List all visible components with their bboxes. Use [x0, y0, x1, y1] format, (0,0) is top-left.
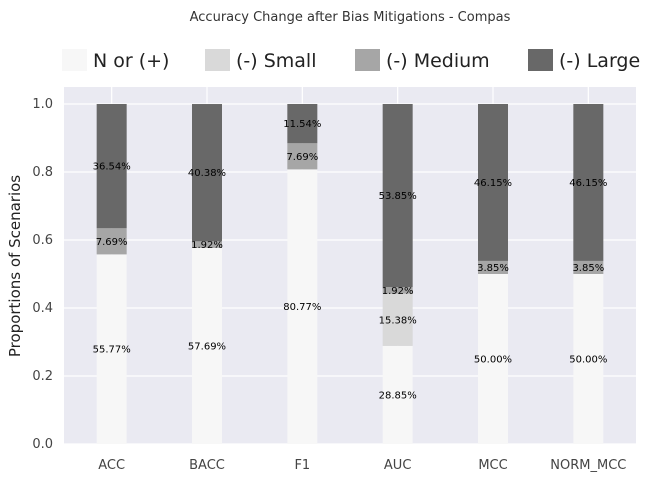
- bar-segment: [192, 104, 222, 242]
- bar-data-label: 1.92%: [191, 240, 223, 251]
- bar-segment: [192, 241, 222, 248]
- bar-segment: [573, 274, 604, 444]
- bar-segment: [96, 104, 127, 229]
- legend-swatch: [528, 49, 553, 71]
- bar-segment: [287, 169, 318, 444]
- bar-segment: [287, 104, 318, 144]
- bar-data-label: 55.77%: [93, 345, 131, 356]
- bar-segment: [382, 287, 413, 294]
- bar-data-label: 3.85%: [477, 263, 509, 274]
- y-tick-label: 0.2: [32, 369, 53, 384]
- legend-swatch: [205, 49, 230, 71]
- bar-data-label: 7.69%: [286, 152, 318, 163]
- bar-data-label: 50.00%: [474, 355, 512, 366]
- y-tick-label: 0.8: [32, 165, 53, 180]
- y-axis-ticks: 0.0 0.2 0.4 0.6 0.8 1.0: [32, 97, 53, 452]
- bar-data-label: 46.15%: [569, 178, 607, 189]
- legend-swatch: [62, 49, 87, 71]
- bar-segment: [478, 274, 508, 444]
- bar-data-label: 53.85%: [379, 191, 417, 202]
- bar-segment: [573, 260, 604, 274]
- bar-segment: [382, 104, 413, 288]
- x-tick-label: ACC: [98, 458, 125, 473]
- legend-label: (-) Small: [236, 50, 317, 72]
- legend-label: (-) Large: [559, 50, 640, 72]
- bar-data-label: 80.77%: [283, 302, 321, 313]
- legend: N or (+) (-) Small (-) Medium (-) Large: [62, 49, 640, 72]
- bar-segment: [573, 104, 604, 261]
- plot-area: [64, 87, 636, 444]
- bar-data-label: 11.54%: [283, 119, 321, 130]
- y-tick-label: 0.0: [32, 437, 53, 452]
- legend-label: (-) Medium: [386, 50, 490, 72]
- bars: 55.77% 7.69% 36.54% 57.69% 1.92% 40.38% 80.77%…: [93, 104, 607, 444]
- bar-segment: [192, 247, 222, 444]
- chart-title: Accuracy Change after Bias Mitigations -…: [190, 10, 511, 25]
- bar-segment: [382, 345, 413, 444]
- bar-data-label: 46.15%: [474, 178, 512, 189]
- bar-data-label: 50.00%: [569, 355, 607, 366]
- bar-segment: [478, 260, 508, 274]
- bar-data-label: 40.38%: [188, 168, 226, 179]
- bar-segment: [382, 293, 413, 346]
- bar-segment: [96, 228, 127, 255]
- legend-label: N or (+): [93, 50, 169, 72]
- x-tick-label: F1: [294, 458, 310, 473]
- bar-data-label: 1.92%: [382, 286, 414, 297]
- y-tick-label: 0.6: [32, 233, 53, 248]
- x-tick-label: NORM_MCC: [550, 458, 626, 473]
- bar-data-label: 57.69%: [188, 341, 226, 352]
- y-tick-label: 0.4: [32, 301, 53, 316]
- x-tick-label: MCC: [478, 458, 507, 473]
- bar-data-label: 36.54%: [93, 162, 131, 173]
- x-axis-ticks: ACC BACC F1 AUC MCC NORM_MCC: [98, 458, 626, 473]
- bar-segment: [287, 143, 318, 170]
- bar-data-label: 28.85%: [379, 390, 417, 401]
- bar-data-label: 15.38%: [379, 315, 417, 326]
- bar-data-label: 3.85%: [572, 263, 604, 274]
- bar-data-label: 7.69%: [96, 237, 128, 248]
- bar-segment: [478, 104, 508, 261]
- x-tick-label: BACC: [189, 458, 225, 473]
- legend-swatch: [355, 49, 380, 71]
- y-tick-label: 1.0: [32, 97, 53, 112]
- y-axis-label: Proportions of Scenarios: [6, 175, 24, 357]
- bar-segment: [96, 254, 127, 444]
- x-tick-label: AUC: [384, 458, 412, 473]
